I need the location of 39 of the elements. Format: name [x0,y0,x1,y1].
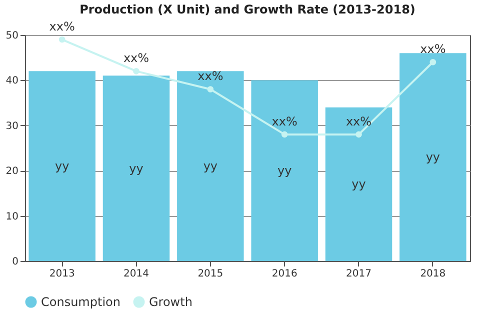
x-tick-label: 2015 [198,268,224,280]
y-tick-label: 10 [6,211,18,222]
data-label: xx% [123,51,150,66]
bar [102,76,170,261]
data-label: yy [352,177,366,192]
legend-label: Growth [149,295,192,309]
y-tick-label: 0 [12,256,18,268]
x-tick-label: 2013 [49,268,75,280]
y-tick-label: 30 [6,120,18,132]
bar [251,80,318,261]
point [207,86,214,92]
point [356,131,362,138]
bar [177,71,244,261]
x-tick-label: 2014 [124,268,149,280]
data-label: xx% [346,114,372,128]
bar [325,107,392,261]
y-tick-label: 50 [6,30,18,42]
y-tick-label: 40 [6,76,18,87]
data-label: yy [129,161,144,176]
point [58,36,66,43]
data-label: yy [426,150,440,164]
data-label: yy [277,164,292,178]
chart-title: Production (X Unit) and Growth Rate (2013-2018) [80,2,416,17]
point [281,131,288,138]
data-label: yy [54,159,70,174]
data-label: xx% [420,42,446,56]
legend-label: Consumption [41,295,120,309]
bar [400,53,466,261]
x-tick-label: 2017 [346,268,372,280]
data-label: yy [203,159,218,174]
data-label: xx% [272,114,298,128]
x-tick-label: 2016 [272,268,298,280]
data-label: xx% [198,69,224,84]
y-tick-label: 20 [6,166,18,178]
data-label: xx% [49,20,75,34]
x-tick-label: 2018 [420,268,446,280]
point [133,68,140,74]
bar [28,71,96,261]
point [430,58,436,66]
